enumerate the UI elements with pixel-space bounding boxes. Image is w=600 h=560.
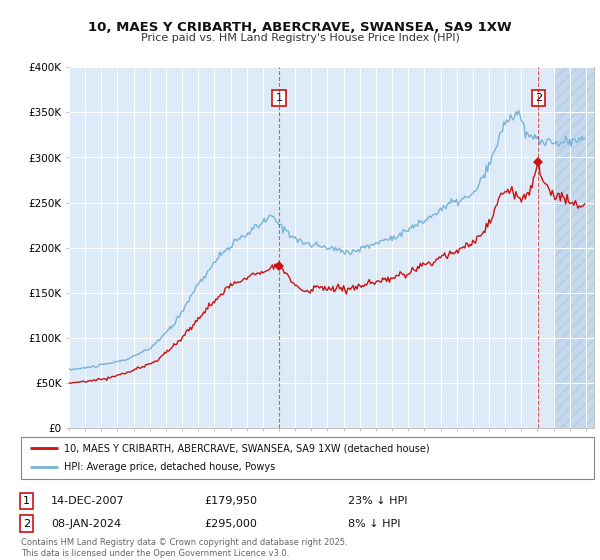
Text: 10, MAES Y CRIBARTH, ABERCRAVE, SWANSEA, SA9 1XW (detached house): 10, MAES Y CRIBARTH, ABERCRAVE, SWANSEA,… bbox=[64, 443, 430, 453]
Text: 8% ↓ HPI: 8% ↓ HPI bbox=[348, 519, 401, 529]
Text: 2: 2 bbox=[23, 519, 30, 529]
Text: 1: 1 bbox=[275, 93, 283, 103]
Text: 14-DEC-2007: 14-DEC-2007 bbox=[51, 496, 125, 506]
Text: £179,950: £179,950 bbox=[204, 496, 257, 506]
Text: 10, MAES Y CRIBARTH, ABERCRAVE, SWANSEA, SA9 1XW: 10, MAES Y CRIBARTH, ABERCRAVE, SWANSEA,… bbox=[88, 21, 512, 34]
Text: 08-JAN-2024: 08-JAN-2024 bbox=[51, 519, 121, 529]
FancyBboxPatch shape bbox=[21, 437, 594, 479]
Text: £295,000: £295,000 bbox=[204, 519, 257, 529]
Bar bbox=[554, 67, 594, 428]
Bar bbox=[554, 67, 594, 428]
Text: 1: 1 bbox=[23, 496, 30, 506]
Text: HPI: Average price, detached house, Powys: HPI: Average price, detached house, Powy… bbox=[64, 463, 275, 473]
Text: 2: 2 bbox=[535, 93, 542, 103]
Text: Price paid vs. HM Land Registry's House Price Index (HPI): Price paid vs. HM Land Registry's House … bbox=[140, 33, 460, 43]
Text: Contains HM Land Registry data © Crown copyright and database right 2025.
This d: Contains HM Land Registry data © Crown c… bbox=[21, 538, 347, 558]
Text: 23% ↓ HPI: 23% ↓ HPI bbox=[348, 496, 407, 506]
